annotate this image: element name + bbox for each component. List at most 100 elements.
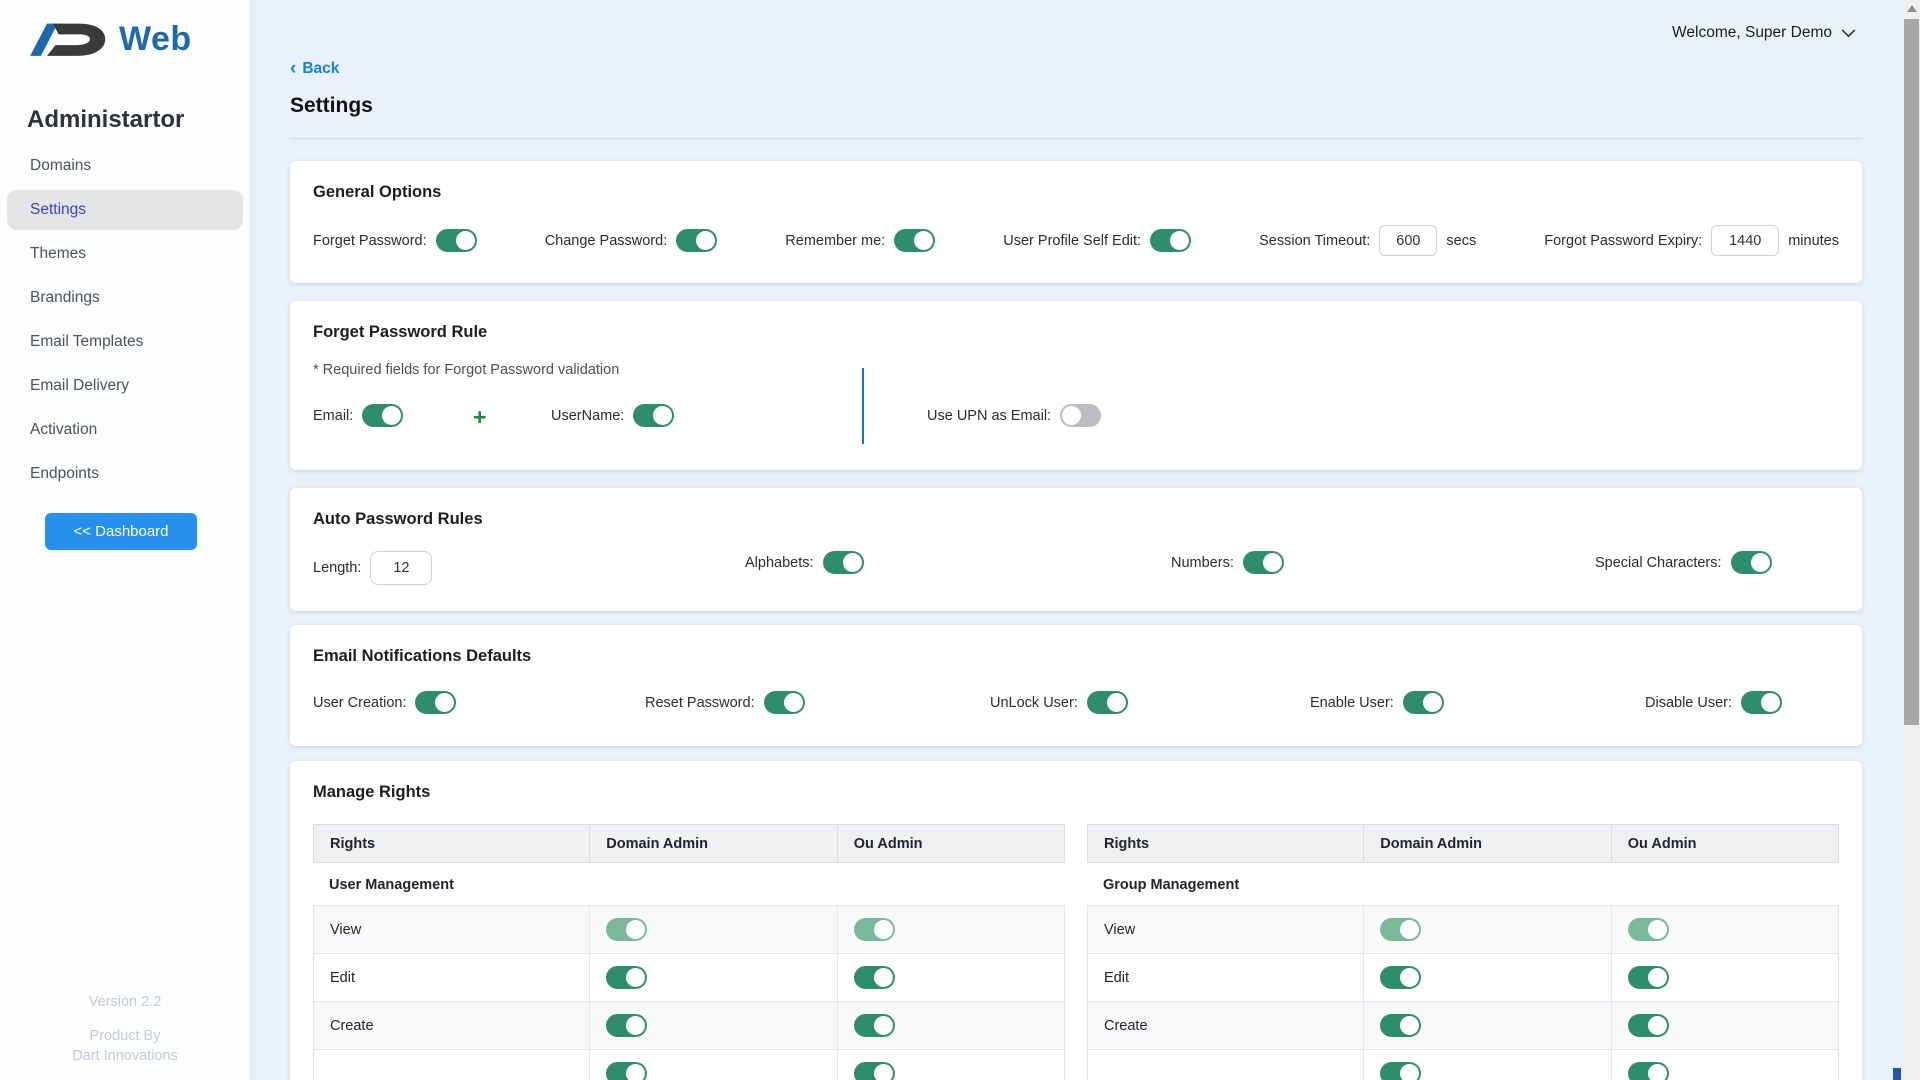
alphabets-label: Alphabets: (745, 555, 814, 571)
manage-rights-card: Manage Rights RightsDomain AdminOu Admin… (290, 761, 1862, 1080)
logo-text: Web (119, 20, 192, 59)
ou-admin-toggle[interactable] (1628, 918, 1669, 941)
session-timeout-input[interactable] (1379, 225, 1437, 256)
ou-admin-toggle[interactable] (854, 1062, 895, 1080)
email-toggle-group: Email: (313, 404, 403, 427)
right-name-cell (314, 1050, 589, 1080)
ou-admin-toggle[interactable] (854, 918, 895, 941)
user-creation-toggle[interactable] (415, 691, 456, 714)
change-password-toggle-group: Change Password: (545, 229, 718, 252)
scroll-up-icon[interactable] (1907, 5, 1917, 12)
username-label: UserName: (551, 408, 624, 424)
ou-admin-cell (837, 954, 1064, 1001)
vertical-scrollbar[interactable] (1903, 0, 1920, 1080)
email-notifications-row: User Creation: Reset Password: UnLock Us… (313, 691, 1839, 721)
table-header-cell: Ou Admin (1611, 825, 1838, 862)
email-toggle[interactable] (362, 404, 403, 427)
domain-admin-cell (589, 954, 837, 1001)
sidebar-item-brandings[interactable]: Brandings (0, 276, 250, 320)
rights-table-group-management: RightsDomain AdminOu AdminGroup Manageme… (1087, 824, 1839, 1080)
sidebar-item-email-delivery[interactable]: Email Delivery (0, 364, 250, 408)
ou-admin-cell (1611, 1050, 1838, 1080)
table-header-cell: Rights (1088, 825, 1363, 862)
special-characters-toggle[interactable] (1731, 551, 1772, 574)
back-label: Back (302, 60, 339, 78)
sidebar-item-themes[interactable]: Themes (0, 232, 250, 276)
reset-password-label: Reset Password: (645, 695, 755, 711)
sidebar-item-endpoints[interactable]: Endpoints (0, 452, 250, 496)
disable-user-toggle[interactable] (1741, 691, 1782, 714)
change-password-toggle[interactable] (676, 229, 717, 252)
sidebar-item-domains[interactable]: Domains (0, 144, 250, 188)
reset-password-toggle-group: Reset Password: (645, 691, 805, 714)
ou-admin-toggle[interactable] (1628, 966, 1669, 989)
unlock-user-toggle-group: UnLock User: (990, 691, 1128, 714)
user-profile-self-edit-label: User Profile Self Edit: (1003, 233, 1141, 249)
rights-table-user-management: RightsDomain AdminOu AdminUser Managemen… (313, 824, 1065, 1080)
alphabets-toggle[interactable] (823, 551, 864, 574)
table-row: View (1087, 905, 1839, 954)
length-input[interactable] (370, 551, 432, 585)
forget-password-label: Forget Password: (313, 233, 427, 249)
username-toggle-group: UserName: (551, 404, 674, 427)
remember-me-toggle[interactable] (894, 229, 935, 252)
domain-admin-toggle[interactable] (606, 1062, 647, 1080)
table-row (313, 1049, 1065, 1080)
ou-admin-toggle[interactable] (1628, 1014, 1669, 1037)
ou-admin-toggle[interactable] (854, 1014, 895, 1037)
scrollbar-thumb[interactable] (1904, 19, 1919, 725)
sidebar-item-activation[interactable]: Activation (0, 408, 250, 452)
length-label: Length: (313, 560, 361, 576)
right-name-cell: Edit (1088, 954, 1363, 1001)
user-profile-self-edit-toggle[interactable] (1150, 229, 1191, 252)
forget-password-rule-row: Email: + UserName: Use UPN as Email: (313, 404, 1839, 434)
special-characters-toggle-group: Special Characters: (1595, 551, 1772, 574)
table-header-row: RightsDomain AdminOu Admin (1087, 824, 1839, 863)
domain-admin-toggle[interactable] (1380, 1062, 1421, 1080)
enable-user-label: Enable User: (1310, 695, 1394, 711)
sidebar-title: Administartor (27, 106, 250, 134)
general-options-row: Forget Password: Change Password: Rememb… (313, 225, 1839, 256)
right-name-cell: Create (1088, 1002, 1363, 1049)
upn-toggle[interactable] (1060, 404, 1101, 427)
remember-me-label: Remember me: (785, 233, 885, 249)
domain-admin-cell (1363, 954, 1611, 1001)
sidebar-item-email-templates[interactable]: Email Templates (0, 320, 250, 364)
domain-admin-toggle[interactable] (606, 966, 647, 989)
domain-admin-toggle[interactable] (1380, 918, 1421, 941)
remember-me-toggle-group: Remember me: (785, 229, 935, 252)
alphabets-toggle-group: Alphabets: (745, 551, 864, 574)
table-row: Edit (313, 953, 1065, 1002)
numbers-toggle[interactable] (1243, 551, 1284, 574)
forget-password-rule-title: Forget Password Rule (313, 323, 1839, 342)
vertical-divider (862, 368, 864, 444)
auto-password-rules-card: Auto Password Rules Length: Alphabets: N… (290, 488, 1862, 611)
enable-user-toggle-group: Enable User: (1310, 691, 1444, 714)
sidebar: Web Administartor DomainsSettingsThemesB… (0, 0, 250, 1080)
ou-admin-toggle[interactable] (854, 966, 895, 989)
domain-admin-cell (1363, 1002, 1611, 1049)
right-name-cell: Create (314, 1002, 589, 1049)
forgot-password-expiry-input[interactable] (1711, 225, 1779, 256)
reset-password-toggle[interactable] (764, 691, 805, 714)
domain-admin-toggle[interactable] (1380, 1014, 1421, 1037)
unlock-user-toggle[interactable] (1087, 691, 1128, 714)
domain-admin-toggle[interactable] (606, 1014, 647, 1037)
back-link[interactable]: ‹ Back (290, 60, 339, 78)
bottom-right-accent (1893, 1068, 1901, 1080)
domain-admin-toggle[interactable] (1380, 966, 1421, 989)
ou-admin-cell (1611, 906, 1838, 953)
username-toggle[interactable] (633, 404, 674, 427)
dashboard-button[interactable]: << Dashboard (45, 513, 197, 550)
ou-admin-toggle[interactable] (1628, 1062, 1669, 1080)
table-header-cell: Domain Admin (589, 825, 837, 862)
unlock-user-label: UnLock User: (990, 695, 1078, 711)
forget-password-toggle[interactable] (436, 229, 477, 252)
right-name-cell: Edit (314, 954, 589, 1001)
version-label: Version 2.2 (0, 992, 250, 1012)
enable-user-toggle[interactable] (1403, 691, 1444, 714)
email-label: Email: (313, 408, 353, 424)
domain-admin-toggle[interactable] (606, 918, 647, 941)
auto-password-rules-title: Auto Password Rules (313, 510, 1839, 529)
sidebar-item-settings[interactable]: Settings (7, 190, 243, 230)
